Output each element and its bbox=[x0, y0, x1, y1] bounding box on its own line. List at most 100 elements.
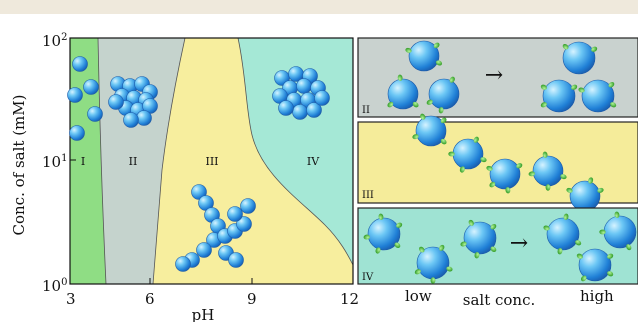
ligand-dot-icon bbox=[588, 177, 594, 184]
panel-IV-particles bbox=[363, 211, 637, 284]
phase-particles bbox=[67, 56, 330, 272]
ligand-dot-icon bbox=[575, 240, 582, 246]
ligand-dot-icon bbox=[435, 60, 443, 66]
nanoparticle-icon bbox=[123, 112, 139, 128]
nanoparticle-icon bbox=[196, 242, 212, 258]
ligand-dot-icon bbox=[505, 187, 511, 194]
nanoparticle-icon bbox=[136, 110, 152, 126]
x-tick-label: 9 bbox=[247, 290, 257, 308]
ligand-dot-icon bbox=[426, 99, 433, 105]
ligand-dot-icon bbox=[607, 271, 614, 277]
ligand-dot-icon bbox=[626, 244, 632, 251]
ligand-dot-icon bbox=[576, 253, 583, 259]
ligand-dot-icon bbox=[430, 277, 436, 284]
ligand-dot-icon bbox=[449, 76, 455, 83]
ligand-dot-icon bbox=[405, 47, 412, 53]
ligand-dot-icon bbox=[560, 174, 567, 180]
ligand-dot-icon bbox=[543, 225, 550, 231]
x-tick-label: 12 bbox=[340, 290, 359, 308]
ligand-dot-icon bbox=[474, 252, 480, 259]
region-label-III: III bbox=[205, 155, 218, 168]
ligand-dot-icon bbox=[545, 184, 551, 191]
salt-low-label: low bbox=[405, 287, 432, 305]
ligand-dot-icon bbox=[414, 269, 421, 275]
nanoparticle-icon bbox=[83, 79, 99, 95]
ligand-dot-icon bbox=[566, 187, 573, 193]
ligand-dot-icon bbox=[614, 211, 620, 218]
ligand-dot-icon bbox=[375, 247, 381, 254]
nanoparticle-icon bbox=[546, 217, 580, 251]
boundary-II-III bbox=[152, 37, 186, 285]
y-tick-label: 100 bbox=[42, 277, 67, 295]
ligand-dot-icon bbox=[607, 253, 614, 259]
x-tick-label: 3 bbox=[66, 290, 76, 308]
ligand-dot-icon bbox=[440, 117, 447, 124]
nanoparticle-icon bbox=[278, 100, 294, 116]
ligand-dot-icon bbox=[439, 244, 445, 251]
ligand-dot-icon bbox=[540, 102, 547, 108]
ligand-dot-icon bbox=[557, 248, 563, 255]
salt-high-label: high bbox=[580, 287, 614, 305]
ligand-dot-icon bbox=[591, 46, 598, 52]
ligand-dot-icon bbox=[468, 219, 474, 226]
ligand-dot-icon bbox=[473, 136, 479, 143]
nanoparticle-icon bbox=[240, 198, 256, 214]
ligand-dot-icon bbox=[448, 151, 455, 157]
ligand-dot-icon bbox=[460, 241, 467, 247]
region-label-II: II bbox=[129, 155, 138, 168]
panel-II-particles bbox=[387, 40, 617, 114]
ligand-dot-icon bbox=[542, 151, 548, 158]
panel-III-label: III bbox=[362, 190, 374, 201]
ligand-dot-icon bbox=[480, 157, 487, 163]
nanoparticle-icon bbox=[314, 90, 330, 106]
axis-ticks bbox=[70, 37, 253, 285]
x-tick-label: 6 bbox=[145, 290, 155, 308]
nanoparticle-icon bbox=[306, 102, 322, 118]
boundary-I-II bbox=[97, 37, 107, 285]
nanoparticle-icon bbox=[408, 40, 440, 72]
ligand-dot-icon bbox=[378, 213, 384, 220]
nanoparticle-icon bbox=[489, 158, 521, 190]
nanoparticle-icon bbox=[603, 215, 637, 249]
ligand-dot-icon bbox=[446, 266, 453, 272]
nanoparticle-icon bbox=[69, 125, 85, 141]
panel-III: III bbox=[357, 113, 638, 212]
nanoparticle-icon bbox=[108, 94, 124, 110]
ligand-dot-icon bbox=[418, 246, 425, 253]
ligand-dot-icon bbox=[489, 181, 496, 188]
panel-III-particles bbox=[412, 113, 604, 212]
nanoparticle-icon bbox=[578, 248, 612, 282]
ligand-dot-icon bbox=[597, 187, 604, 193]
ligand-dot-icon bbox=[433, 42, 440, 49]
plot-frame bbox=[69, 37, 354, 285]
x-axis-title: pH bbox=[192, 306, 215, 322]
panel-IV-label: IV bbox=[362, 272, 374, 283]
ligand-dot-icon bbox=[571, 84, 578, 90]
nanoparticle-icon bbox=[191, 184, 207, 200]
y-tick-label: 101 bbox=[42, 153, 67, 171]
nanoparticle-icon bbox=[562, 41, 596, 75]
nanoparticle-icon bbox=[367, 217, 401, 251]
nanoparticle-icon bbox=[428, 78, 460, 110]
ligand-dot-icon bbox=[562, 43, 569, 50]
nanoparticle-icon bbox=[569, 180, 601, 212]
ligand-dot-icon bbox=[563, 213, 569, 220]
nanoparticle-icon bbox=[236, 216, 252, 232]
region-III-area bbox=[153, 38, 353, 284]
y-tick-label: 102 bbox=[42, 32, 67, 50]
nanoparticle-icon bbox=[532, 155, 564, 187]
ligand-dot-icon bbox=[490, 223, 497, 230]
nanoparticle-icon bbox=[175, 256, 191, 272]
ligand-dot-icon bbox=[490, 246, 497, 253]
arrow-right-icon: → bbox=[510, 231, 528, 256]
nanoparticle-icon bbox=[463, 221, 497, 255]
ligand-dot-icon bbox=[578, 87, 585, 93]
nanoparticle-icon bbox=[415, 115, 447, 147]
nanoparticle-icon bbox=[542, 79, 576, 113]
region-label-I: I bbox=[81, 155, 85, 168]
nanoparticle-icon bbox=[387, 78, 419, 110]
ligand-dot-icon bbox=[486, 165, 493, 171]
ligand-dot-icon bbox=[440, 138, 447, 145]
panel-II: II → bbox=[357, 37, 638, 118]
